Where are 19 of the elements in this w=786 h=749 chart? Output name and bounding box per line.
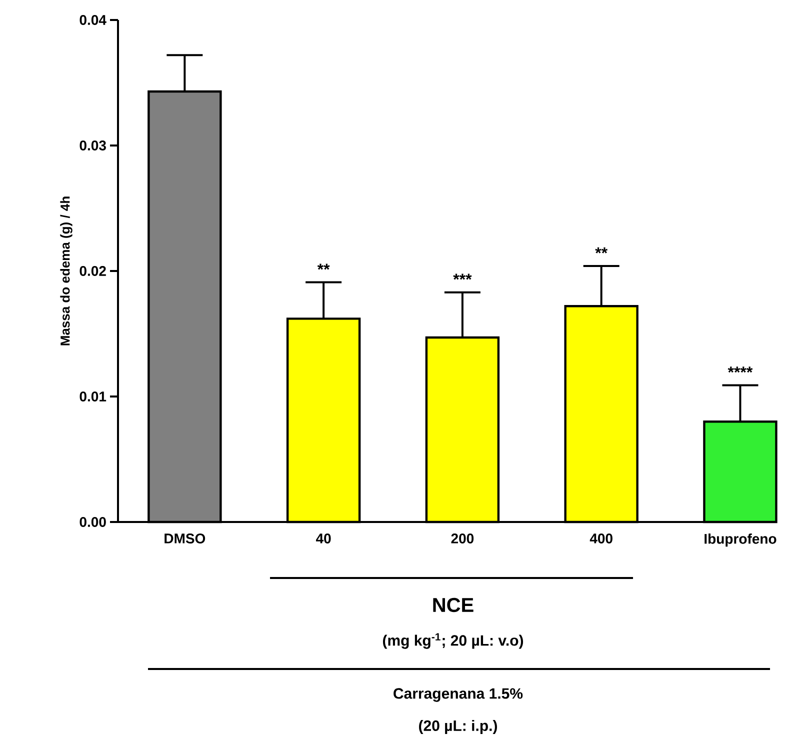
y-tick-label: 0.03 (80, 140, 106, 150)
annotation: ** (595, 247, 608, 254)
y-tick-label: 0.01 (80, 392, 106, 402)
annotation: **** (728, 366, 753, 373)
annotation: *** (453, 274, 472, 280)
y-tick-label: 0.04 (80, 15, 106, 25)
x-tick-label: DMSO (164, 534, 206, 544)
text: NCE (433, 598, 474, 612)
x-tick-label: 400 (590, 534, 612, 544)
y-tick-label: 0.00 (80, 517, 106, 527)
text: (20 µL: i.p.) (419, 720, 497, 734)
x-tick-label: Ibuprofeno (704, 534, 776, 547)
x-tick-label: 40 (316, 534, 331, 544)
x-tick-label: 200 (451, 534, 474, 544)
y-axis-title: Massa do edema (g) / 4h (60, 196, 72, 346)
y-tick-label: 0.02 (80, 266, 106, 276)
annotation: ** (317, 264, 330, 270)
text: (mg kg$^{-1}$; 20 µL: v.o) (382, 633, 524, 649)
text: Carragenana 1.5% (394, 688, 523, 702)
